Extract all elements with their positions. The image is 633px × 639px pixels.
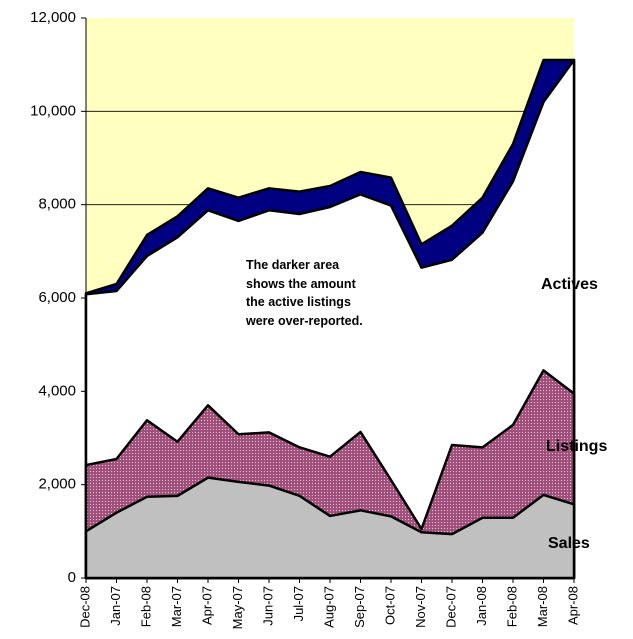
x-tick-label: Jan-08: [474, 586, 489, 626]
x-tick-label: Jan-07: [108, 586, 123, 626]
y-tick-label: 8,000: [38, 196, 76, 213]
x-tick-label: Sep-07: [352, 586, 367, 628]
x-tick-label: Apr-08: [565, 586, 580, 625]
x-tick-label: Aug-07: [321, 586, 336, 628]
series-label: Listings: [546, 438, 607, 455]
y-tick-label: 0: [68, 569, 76, 586]
y-tick-label: 4,000: [38, 382, 76, 399]
x-tick-label: Dec-07: [443, 586, 458, 628]
y-tick-label: 12,000: [30, 9, 76, 26]
annotation: The darker area shows the amount the act…: [246, 258, 363, 328]
x-tick-label: Feb-08: [504, 586, 519, 627]
x-tick-label: Jun-07: [260, 586, 275, 626]
x-tick-label: Jul-07: [291, 586, 306, 621]
y-tick-label: 10,000: [30, 102, 76, 119]
x-tick-label: Apr-07: [199, 586, 214, 625]
x-tick-label: Mar-07: [169, 586, 184, 627]
area: [84, 476, 576, 580]
y-tick-label: 6,000: [38, 289, 76, 306]
x-tick-label: Oct-07: [382, 586, 397, 625]
x-tick-label: Feb-08: [138, 586, 153, 627]
y-tick-label: 2,000: [38, 476, 76, 493]
series-label: Actives: [541, 276, 598, 293]
x-tick-label: Mar-08: [535, 586, 550, 627]
x-tick-label: Dec-08: [77, 586, 92, 628]
x-tick-label: Nov-07: [413, 586, 428, 628]
series-label: Sales: [548, 535, 590, 552]
x-tick-label: May-07: [230, 586, 245, 629]
